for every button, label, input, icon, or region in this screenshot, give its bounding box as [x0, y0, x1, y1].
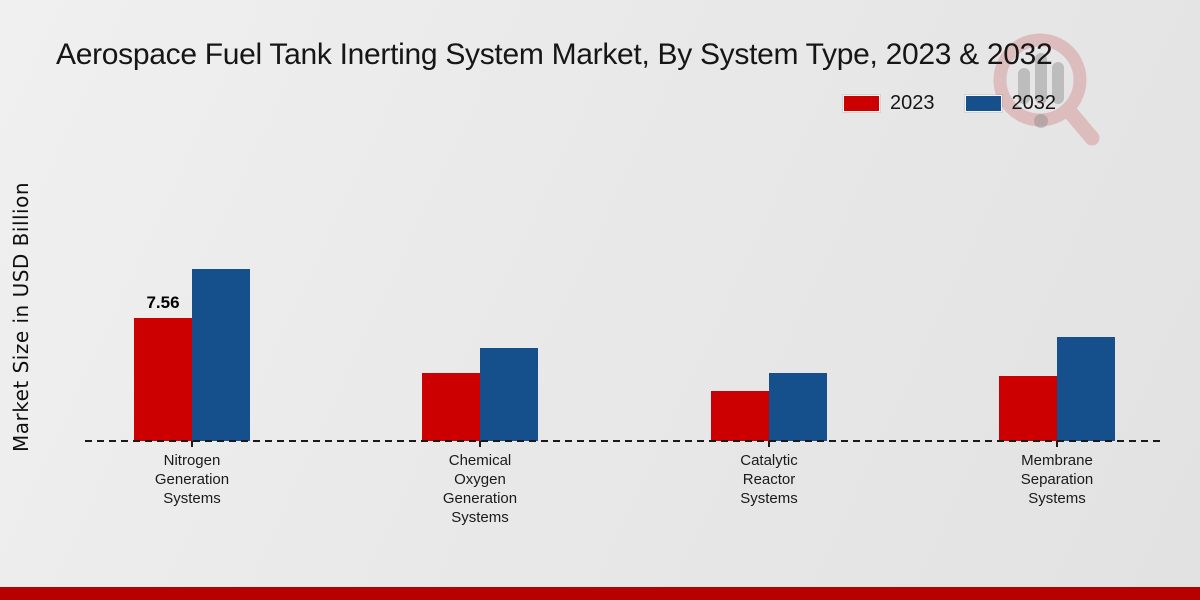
x-tick	[479, 441, 481, 447]
legend-label-2023: 2023	[890, 92, 935, 114]
category-label: Catalytic Reactor Systems	[740, 452, 798, 507]
bar-2023	[999, 375, 1057, 441]
legend-label-2032: 2032	[1011, 92, 1057, 114]
watermark-magnifier-logo-icon	[993, 33, 1100, 146]
x-axis-baseline	[85, 440, 1165, 442]
bar-2032	[480, 348, 538, 441]
x-tick	[768, 441, 770, 447]
category-label: Nitrogen Generation Systems	[154, 452, 230, 507]
chart-title: Aerospace Fuel Tank Inerting System Mark…	[56, 38, 1053, 71]
category-label: Chemical Oxygen Generation Systems	[442, 452, 518, 526]
bar-2032	[1057, 336, 1115, 441]
bar-value-label: 7.56	[146, 292, 180, 312]
y-axis-label: Market Size in USD Billion	[9, 181, 33, 453]
bar-2032	[192, 268, 250, 441]
legend-item-2023: 2023	[843, 92, 935, 115]
bar-2023	[134, 317, 192, 441]
x-tick	[191, 441, 193, 447]
footer-accent-bar	[0, 587, 1200, 600]
category-label: Membrane Separation Systems	[1020, 452, 1094, 507]
legend: 2023 2032	[843, 92, 1056, 115]
legend-item-2032: 2032	[964, 92, 1057, 115]
legend-swatch-2032	[964, 95, 1002, 112]
legend-swatch-2023	[843, 95, 880, 112]
bar-2023	[711, 390, 769, 441]
bar-2032	[769, 372, 827, 441]
bar-2023	[422, 372, 480, 441]
x-tick	[1056, 441, 1058, 447]
